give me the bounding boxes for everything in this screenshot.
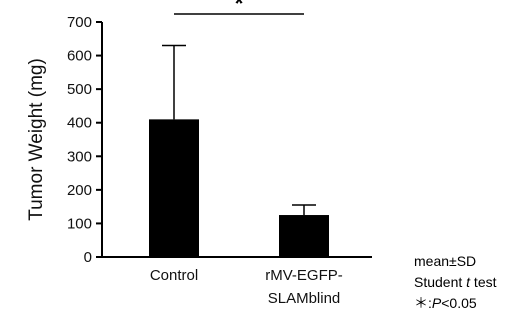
- y-tick-label: 500: [67, 81, 92, 98]
- legend-pvalue: ＊:P<0.05: [414, 295, 477, 311]
- stats-legend: mean±SD Student t test ＊:P<0.05: [414, 251, 497, 314]
- y-tick-label: 700: [67, 14, 92, 31]
- category-label: rMV-EGFP-: [265, 267, 343, 284]
- y-tick-label: 600: [67, 48, 92, 65]
- significance-marker: *: [235, 0, 244, 16]
- y-tick-label: 0: [84, 249, 92, 266]
- y-tick-label: 300: [67, 148, 92, 165]
- y-tick-label: 200: [67, 182, 92, 199]
- bar: [149, 119, 199, 257]
- y-tick-label: 100: [67, 215, 92, 232]
- legend-test: Student t test: [414, 274, 497, 290]
- bar: [279, 215, 329, 257]
- category-label: SLAMblind: [268, 290, 341, 307]
- y-tick-label: 400: [67, 115, 92, 132]
- y-axis-label: Tumor Weight (mg): [26, 58, 47, 221]
- legend-mean-sd: mean±SD: [414, 253, 477, 269]
- category-label: Control: [150, 267, 198, 284]
